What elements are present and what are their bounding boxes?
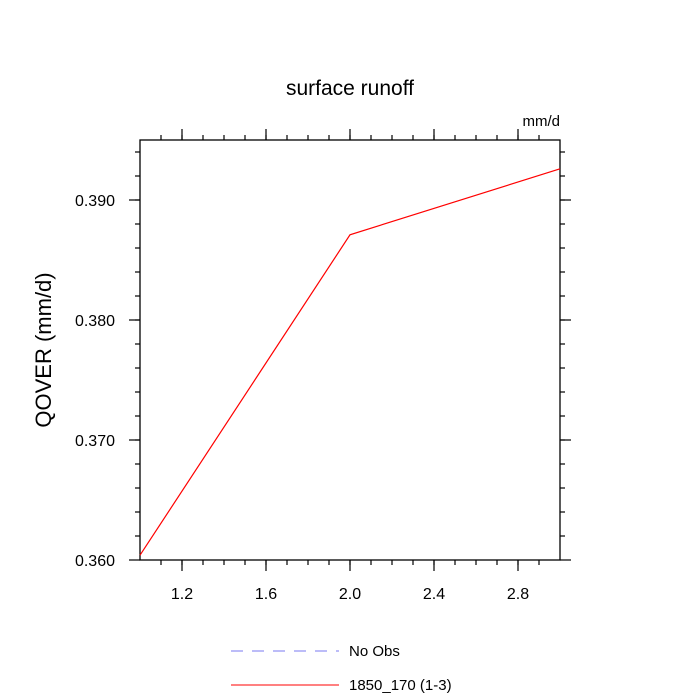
minor-ticks xyxy=(135,135,565,565)
chart-title: surface runoff xyxy=(286,77,414,100)
y-axis-label: QOVER (mm/d) xyxy=(31,272,56,427)
x-tick-labels: 1.2 1.6 2.0 2.4 2.8 xyxy=(171,586,529,603)
y-tick-labels: 0.360 0.370 0.380 0.390 xyxy=(75,193,115,570)
x-tick-label: 2.4 xyxy=(423,586,445,603)
y-tick-label: 0.370 xyxy=(75,433,115,450)
plot-frame xyxy=(139,139,561,561)
legend-label: 1850_170 (1-3) xyxy=(349,677,452,694)
y-tick-label: 0.360 xyxy=(75,553,115,570)
series-line xyxy=(139,168,561,556)
legend-label: No Obs xyxy=(349,643,400,660)
x-tick-label: 1.6 xyxy=(255,586,277,603)
y-tick-label: 0.380 xyxy=(75,313,115,330)
series-layer xyxy=(139,168,561,556)
x-tick-label: 2.0 xyxy=(339,586,361,603)
y-tick-label: 0.390 xyxy=(75,193,115,210)
units-label: mm/d xyxy=(523,113,561,130)
x-tick-label: 1.2 xyxy=(171,586,193,603)
major-ticks xyxy=(129,129,571,571)
x-tick-label: 2.8 xyxy=(507,586,529,603)
legend: No Obs 1850_170 (1-3) xyxy=(231,643,452,694)
